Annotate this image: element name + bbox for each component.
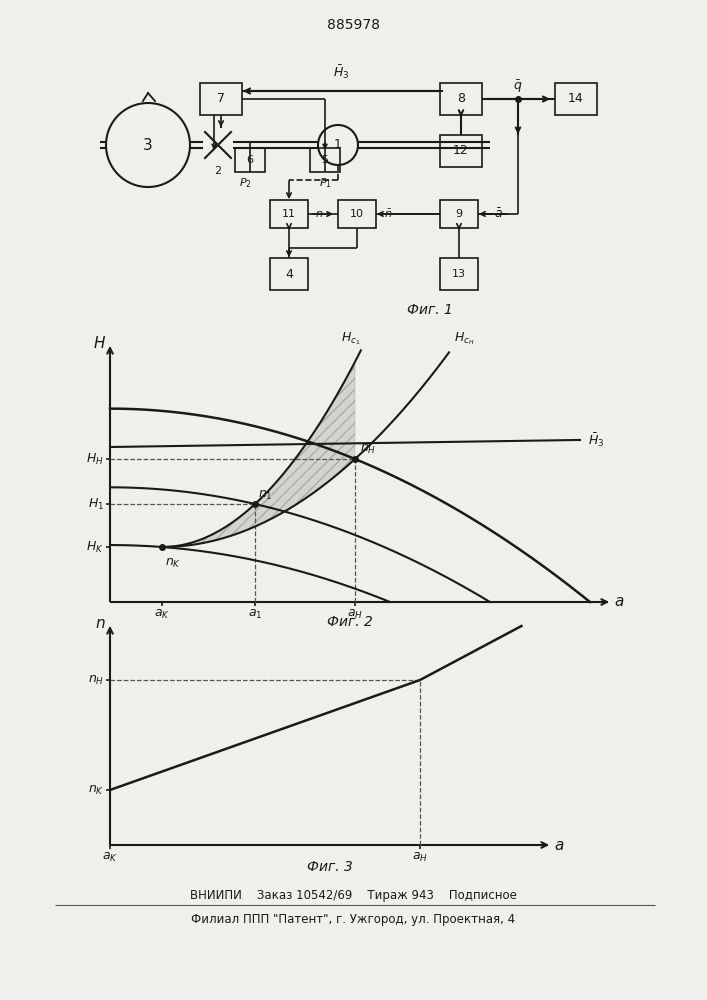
Text: $H_K$: $H_K$ <box>86 539 104 555</box>
Text: 1: 1 <box>334 138 342 151</box>
Text: $\bar{n}$: $\bar{n}$ <box>384 208 392 220</box>
Text: $P_2$: $P_2$ <box>238 176 252 190</box>
Text: 6: 6 <box>247 155 254 165</box>
Text: $n_H$: $n_H$ <box>88 673 104 687</box>
Text: Филиал ППП "Патент", г. Ужгород, ул. Проектная, 4: Филиал ППП "Патент", г. Ужгород, ул. Про… <box>191 914 515 926</box>
Bar <box>440 135 482 167</box>
Bar <box>440 200 478 228</box>
Text: $n_H$: $n_H$ <box>360 443 376 456</box>
Text: $a_H$: $a_H$ <box>347 608 363 621</box>
Text: 7: 7 <box>217 93 225 105</box>
Text: n: n <box>95 615 105 631</box>
Text: $n_K$: $n_K$ <box>165 557 181 570</box>
Text: $\bar{H}_3$: $\bar{H}_3$ <box>333 63 349 81</box>
Text: 11: 11 <box>282 209 296 219</box>
Text: $\bar{H}_3$: $\bar{H}_3$ <box>588 431 604 449</box>
Text: $a_1$: $a_1$ <box>247 608 262 621</box>
Text: Фиг. 2: Фиг. 2 <box>327 615 373 629</box>
Bar <box>440 258 478 290</box>
Text: a: a <box>554 838 563 852</box>
Text: $n_K$: $n_K$ <box>88 783 104 797</box>
Bar <box>270 200 308 228</box>
Text: 13: 13 <box>452 269 466 279</box>
Text: $a_H$: $a_H$ <box>412 851 428 864</box>
Text: 4: 4 <box>285 267 293 280</box>
Text: $H_{c_H}$: $H_{c_H}$ <box>454 330 474 347</box>
Text: $\bar{q}$: $\bar{q}$ <box>513 78 522 95</box>
Text: 9: 9 <box>455 209 462 219</box>
Text: $H_1$: $H_1$ <box>88 496 104 512</box>
Text: 885978: 885978 <box>327 18 380 32</box>
Text: 14: 14 <box>568 93 584 105</box>
Text: a: a <box>614 594 624 609</box>
Bar <box>310 148 340 172</box>
Text: n: n <box>316 209 323 219</box>
Bar <box>555 83 597 115</box>
Text: $\bar{a}$: $\bar{a}$ <box>493 207 503 221</box>
Text: $H_{c_1}$: $H_{c_1}$ <box>341 330 361 347</box>
Text: H: H <box>93 336 105 351</box>
Text: $n_1$: $n_1$ <box>258 489 273 502</box>
Text: $a_K$: $a_K$ <box>154 608 170 621</box>
Text: Фиг. 1: Фиг. 1 <box>407 303 453 317</box>
Text: $a_K$: $a_K$ <box>102 851 118 864</box>
Text: 2: 2 <box>214 166 221 176</box>
Text: ВНИИПИ    Заказ 10542/69    Тираж 943    Подписное: ВНИИПИ Заказ 10542/69 Тираж 943 Подписно… <box>189 888 516 902</box>
Text: Фиг. 3: Фиг. 3 <box>307 860 353 874</box>
Text: 5: 5 <box>322 155 329 165</box>
Text: $P_1$: $P_1$ <box>319 176 332 190</box>
Bar <box>440 83 482 115</box>
Text: 10: 10 <box>350 209 364 219</box>
Bar <box>270 258 308 290</box>
Text: 8: 8 <box>457 93 465 105</box>
Bar <box>200 83 242 115</box>
Bar <box>235 148 265 172</box>
Text: 3: 3 <box>143 137 153 152</box>
Text: $H_H$: $H_H$ <box>86 451 104 467</box>
Bar <box>338 200 376 228</box>
Text: 12: 12 <box>453 144 469 157</box>
